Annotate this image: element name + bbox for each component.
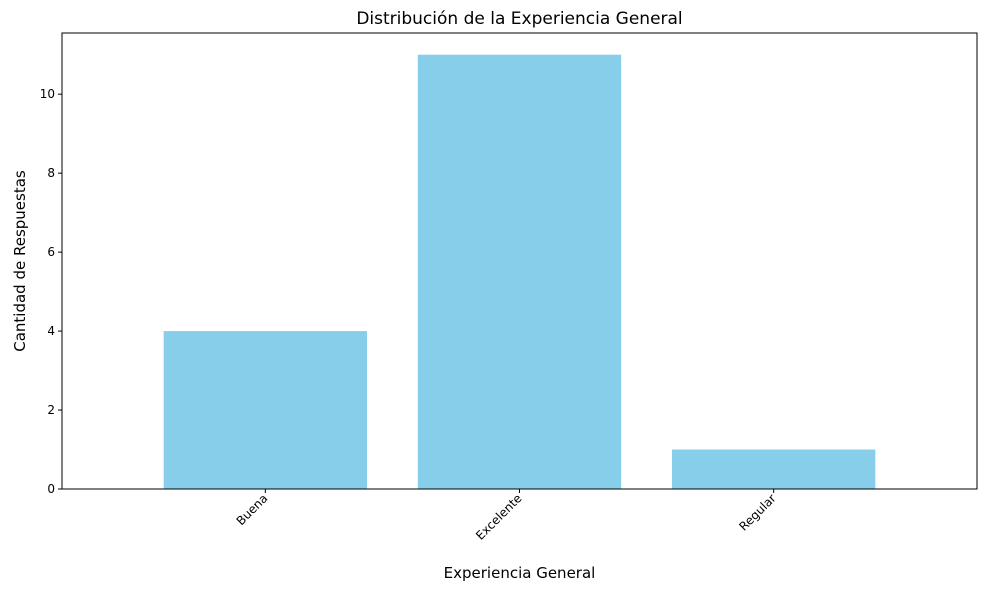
y-tick-label: 2 <box>47 403 55 417</box>
y-tick-label: 6 <box>47 245 55 259</box>
y-axis: 0 2 4 6 8 10 <box>40 87 62 496</box>
bar-regular <box>672 449 876 489</box>
x-axis-label: Experiencia General <box>444 564 596 582</box>
bar-buena <box>163 331 367 489</box>
bar-excelente <box>417 54 622 489</box>
y-axis-label: Cantidad de Respuestas <box>11 170 29 352</box>
y-tick-label: 10 <box>40 87 55 101</box>
y-tick-label: 4 <box>47 324 55 338</box>
bars-group <box>163 54 876 489</box>
y-tick-label: 0 <box>47 482 55 496</box>
x-axis: Buena Excelente Regular <box>234 489 779 543</box>
chart-title: Distribución de la Experiencia General <box>356 9 682 29</box>
y-tick-label: 8 <box>47 166 55 180</box>
x-tick-label: Regular <box>736 491 778 533</box>
x-tick-label: Buena <box>234 491 271 528</box>
x-tick-label: Excelente <box>473 491 525 543</box>
